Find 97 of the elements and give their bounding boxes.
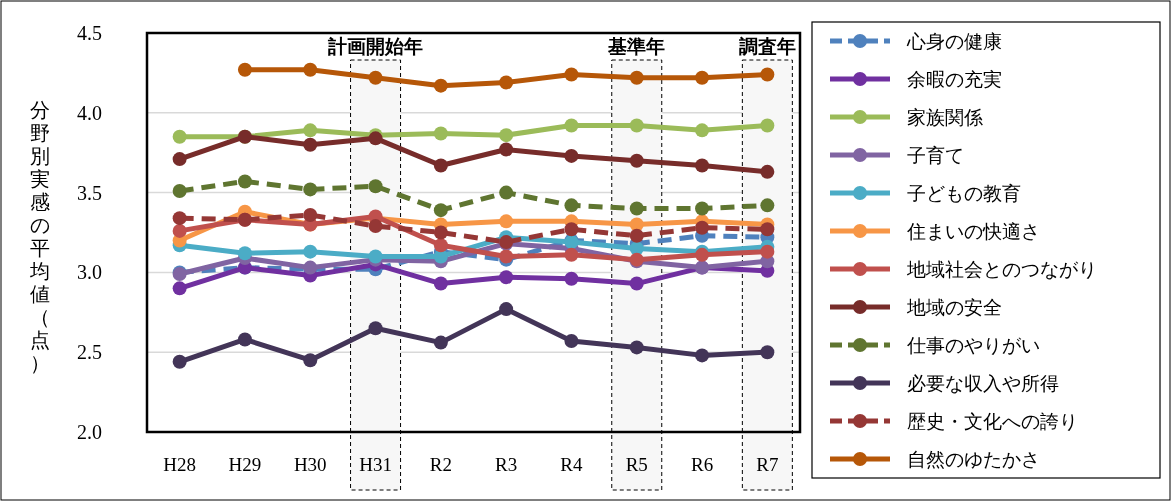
point [629,228,644,243]
point [499,142,514,157]
point [237,332,252,347]
point [433,203,448,218]
point [695,201,710,216]
point [760,67,775,82]
point [237,246,252,261]
y-tick-label: 3.0 [77,261,102,284]
legend-label: 地域の安全 [906,296,1002,318]
x-tick-label: R2 [429,454,452,475]
legend-label: 地域社会とのつながり [906,258,1097,280]
legend-label: 必要な収入や所得 [907,372,1059,394]
point [564,148,579,163]
legend-label: 仕事のやりがい [906,334,1040,356]
point [760,118,775,133]
legend-label: 余暇の充実 [907,68,1002,90]
legend-label: 子どもの教育 [907,182,1021,204]
point [629,276,644,291]
point [499,75,514,90]
point [629,118,644,133]
x-tick-label: H28 [163,454,197,475]
x-tick-label: R3 [495,454,518,475]
point [564,118,579,133]
y-tick-label: 2.0 [77,421,102,443]
point [564,271,579,286]
point [760,244,775,259]
point [303,123,318,138]
point [433,238,448,253]
band-label: 調査年 [738,35,796,57]
point [303,207,318,222]
x-tick-label: R4 [560,454,584,475]
point [629,70,644,85]
point [172,223,187,238]
point [303,182,318,197]
point [433,126,448,141]
point [564,198,579,213]
point [695,158,710,173]
point [695,348,710,363]
legend-label: 住まいの快適さ [906,220,1040,242]
point [564,67,579,82]
point [237,62,252,77]
point [760,345,775,360]
y-tick-label: 3.5 [77,181,102,204]
point [629,340,644,355]
point [433,78,448,93]
x-tick-label: H29 [228,454,262,475]
point [237,174,252,189]
legend-label: 歴史・文化への誇り [907,410,1078,432]
point [695,70,710,85]
legend-label: 自然のゆたかさ [907,448,1040,470]
point [172,184,187,198]
y-tick-label: 4.5 [77,22,102,44]
point [564,334,579,349]
band-label: 基準年 [607,35,666,57]
band-label: 計画開始年 [327,35,424,57]
point [303,62,318,77]
point [760,222,775,237]
point [499,128,514,143]
point [760,164,775,179]
point [368,219,383,234]
point [303,353,318,368]
point [368,70,383,85]
point [172,281,187,296]
y-tick-label: 2.5 [77,341,102,364]
x-tick-label: H30 [293,454,327,475]
point [629,201,644,216]
x-tick-label: H31 [359,454,392,475]
point [368,321,383,336]
point [303,244,318,259]
point [303,137,318,152]
point [433,335,448,350]
point [695,123,710,138]
point [433,276,448,291]
point [172,129,187,144]
point [760,198,775,213]
point [564,247,579,262]
point [499,270,514,285]
point [172,354,187,369]
x-tick-label: R5 [625,454,648,475]
legend-label: 家族関係 [907,106,983,128]
point [499,214,514,229]
point [499,302,514,317]
point [629,153,644,168]
point [695,220,710,235]
point [172,152,187,167]
point [564,222,579,237]
point [433,225,448,240]
legend-label: 心身の健康 [906,30,1002,52]
legend-label: 子育て [907,144,964,166]
point [499,185,514,200]
y-tick-label: 4.0 [77,101,102,124]
point [433,158,448,173]
x-tick-label: R7 [756,454,779,475]
x-tick-label: R6 [690,454,714,475]
text: 分野別実感の平均値（点） [30,98,50,375]
point [172,211,187,226]
point [368,179,383,194]
